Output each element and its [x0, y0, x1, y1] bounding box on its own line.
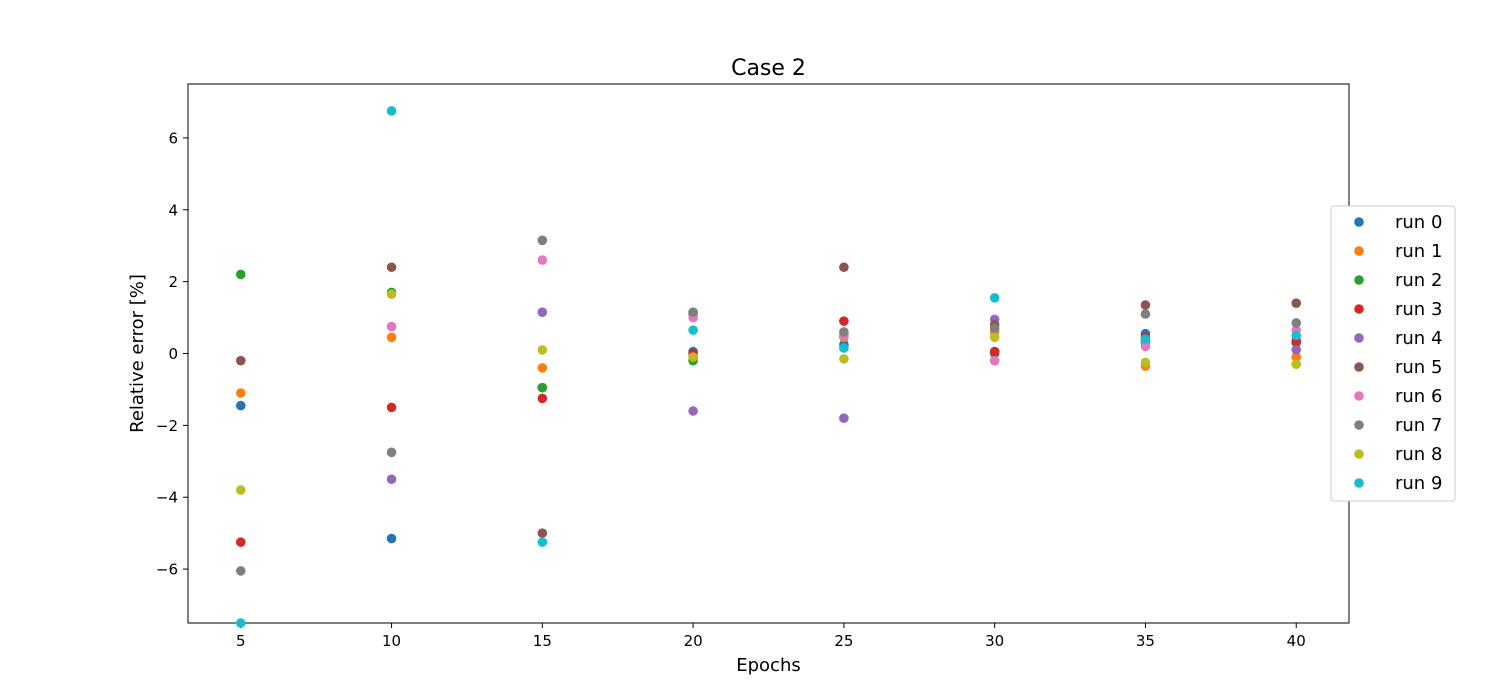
legend-marker-run-9	[1354, 478, 1364, 488]
legend-marker-run-0	[1354, 217, 1364, 227]
point-run-6	[1140, 341, 1151, 352]
point-run-0	[235, 400, 246, 411]
point-run-1	[1291, 352, 1302, 362]
point-run-7	[386, 447, 397, 458]
point-run-8	[537, 345, 548, 355]
legend-marker-run-1	[1354, 246, 1364, 256]
point-run-4	[386, 474, 397, 485]
legend-marker-run-2	[1354, 275, 1364, 285]
point-run-6	[386, 321, 397, 332]
legend-marker-run-7	[1354, 420, 1364, 430]
legend-marker-run-3	[1354, 304, 1364, 314]
point-run-5	[537, 528, 548, 538]
point-run-4	[839, 413, 849, 423]
x-tick-label: 5	[236, 632, 246, 650]
point-run-7	[537, 235, 548, 246]
x-axis-label: Epochs	[736, 655, 801, 676]
legend-label-run-0: run 0	[1395, 212, 1442, 233]
legend-label-run-9: run 9	[1395, 473, 1442, 494]
point-run-3	[989, 346, 1000, 357]
y-tick-label: 0	[168, 345, 178, 363]
point-run-4	[688, 406, 698, 416]
point-run-5	[235, 355, 246, 366]
point-run-7	[235, 566, 246, 576]
point-run-8	[1291, 359, 1302, 370]
point-run-9	[1291, 330, 1302, 341]
legend-label-run-7: run 7	[1395, 415, 1442, 436]
x-tick-label: 40	[1287, 632, 1306, 650]
legend-marker-run-8	[1354, 449, 1364, 459]
point-run-4	[1291, 345, 1302, 355]
y-tick-label: 6	[168, 129, 178, 147]
point-run-3	[839, 316, 849, 326]
y-tick-label: 4	[168, 201, 178, 219]
point-run-9	[235, 618, 246, 628]
y-tick-label: −4	[156, 489, 178, 507]
chart-title: Case 2	[731, 56, 806, 81]
point-run-6	[989, 355, 1000, 366]
point-run-9	[989, 293, 1000, 303]
point-run-3	[537, 393, 548, 404]
point-run-7	[839, 327, 849, 337]
y-axis-label: Relative error [%]	[127, 274, 148, 433]
point-run-7	[688, 307, 698, 317]
point-run-8	[1140, 357, 1151, 368]
point-run-4	[537, 307, 548, 317]
point-run-0	[386, 533, 397, 544]
point-run-5	[1140, 300, 1151, 310]
y-axis-ticks: −6 −4 −2 0 2 4 6	[156, 129, 188, 579]
point-run-9	[839, 343, 849, 353]
legend-label-run-1: run 1	[1395, 241, 1442, 262]
y-tick-label: −6	[156, 561, 178, 579]
point-run-1	[235, 388, 246, 398]
point-run-5	[839, 262, 849, 273]
legend-items: run 0 run 1 run 2 run 3 run 4 run 5 run 6 run 7…	[1354, 212, 1442, 494]
x-axis-ticks: 5 10 15 20 25 30 35 40	[236, 623, 1306, 650]
point-run-7	[1291, 318, 1302, 328]
legend-marker-run-6	[1354, 391, 1364, 401]
point-run-9	[537, 537, 548, 547]
legend-label-run-8: run 8	[1395, 444, 1442, 465]
x-tick-label: 20	[684, 632, 703, 650]
plot-area-frame	[187, 83, 1350, 624]
point-run-9	[688, 325, 698, 335]
x-tick-label: 25	[834, 632, 853, 650]
x-tick-label: 30	[985, 632, 1004, 650]
y-tick-label: 2	[168, 273, 178, 291]
point-run-8	[386, 289, 397, 300]
y-tick-label: −2	[156, 417, 178, 435]
point-run-8	[839, 354, 849, 364]
legend-label-run-4: run 4	[1395, 328, 1442, 349]
legend-label-run-5: run 5	[1395, 357, 1442, 378]
point-run-1	[537, 363, 548, 373]
point-run-2	[537, 382, 548, 393]
legend-label-run-2: run 2	[1395, 270, 1442, 291]
x-tick-label: 35	[1136, 632, 1155, 650]
point-run-8	[688, 352, 698, 362]
point-run-3	[386, 402, 397, 413]
legend: run 0 run 1 run 2 run 3 run 4 run 5 run 6 run 7…	[1330, 205, 1456, 502]
point-run-7	[1140, 309, 1151, 319]
point-run-9	[1140, 334, 1151, 344]
x-tick-label: 10	[382, 632, 401, 650]
data-points	[235, 106, 1302, 628]
point-run-5	[386, 262, 397, 273]
x-tick-label: 15	[533, 632, 552, 650]
legend-marker-run-5	[1354, 362, 1364, 372]
point-run-2	[235, 269, 246, 280]
point-run-6	[537, 255, 548, 265]
legend-label-run-3: run 3	[1395, 299, 1442, 320]
point-run-7	[989, 323, 1000, 334]
point-run-3	[235, 537, 246, 547]
legend-label-run-6: run 6	[1395, 386, 1442, 407]
point-run-8	[989, 332, 1000, 343]
point-run-1	[386, 332, 397, 343]
legend-marker-run-4	[1354, 333, 1364, 343]
point-run-9	[386, 106, 397, 116]
point-run-5	[1291, 298, 1302, 308]
point-run-8	[235, 485, 246, 495]
